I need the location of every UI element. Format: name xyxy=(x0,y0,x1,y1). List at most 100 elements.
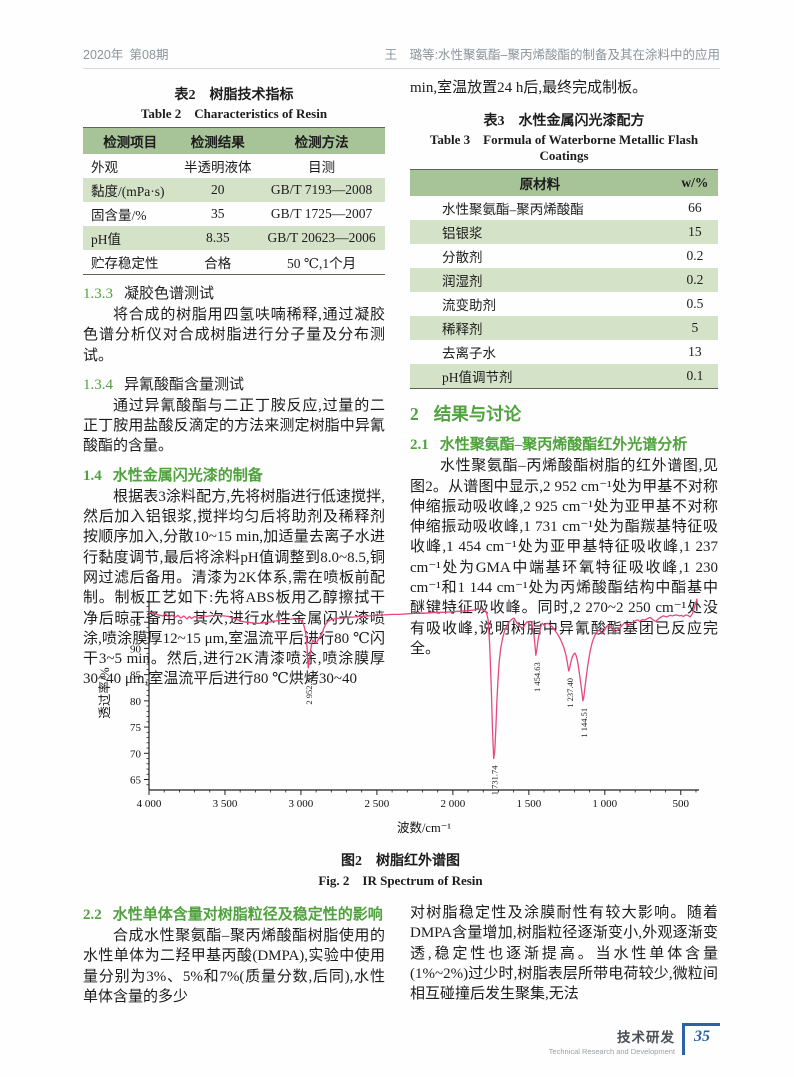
svg-text:95: 95 xyxy=(130,617,142,629)
table-header-cell: 检测项目 xyxy=(83,127,178,154)
table-row: 贮存稳定性 合格 50 ℃,1个月 xyxy=(83,250,385,275)
table-cell: 0.2 xyxy=(686,248,704,264)
table-resin-characteristics: 检测项目 检测结果 检测方法 外观 半透明液体 目测黏度/(mPa·s) 20 GB/T 7… xyxy=(83,127,385,275)
page-number-badge: 35 xyxy=(682,1023,720,1055)
table-header-cell: 检测结果 xyxy=(177,127,259,154)
table-cell: 13 xyxy=(688,344,702,360)
svg-text:80: 80 xyxy=(130,696,142,708)
svg-text:1 144.51: 1 144.51 xyxy=(578,708,588,738)
table-cell: 水性聚氨酯–聚丙烯酸酯 xyxy=(442,202,584,218)
table-cell: 0.1 xyxy=(686,368,704,384)
table-row: 黏度/(mPa·s) 20 GB/T 7193—2008 xyxy=(83,178,385,202)
right-column-bottom: 对树脂稳定性及涂膜耐性有较大影响。随着DMPA含量增加,树脂粒径逐渐变小,外观逐… xyxy=(410,903,718,1007)
table-cell: GB/T 1725—2007 xyxy=(270,206,373,221)
table-header-cell: 检测方法 xyxy=(258,127,385,154)
header-issue: 2020年 第08期 xyxy=(83,48,169,62)
table-cell: 半透明液体 xyxy=(184,160,252,175)
table2-caption-zh: 表2 树脂技术指标 xyxy=(174,88,294,103)
ir-spectrum-chart: 4 000 3 500 3 000 2 500 2 000 1 500 1 000 500 65… xyxy=(83,586,718,838)
table-row: 外观 半透明液体 目测 xyxy=(83,154,385,178)
svg-text:4 000: 4 000 xyxy=(136,798,161,810)
svg-text:500: 500 xyxy=(672,798,689,810)
header-running-title: 王 璐等:水性聚氨酯–聚丙烯酸酯的制备及其在涂料中的应用 xyxy=(384,48,720,62)
figure-2: 4 000 3 500 3 000 2 500 2 000 1 500 1 000 500 65… xyxy=(83,586,718,889)
table-cell: GB/T 7193—2008 xyxy=(270,182,373,197)
heading-text: 水性单体含量对树脂粒径及稳定性的影响 xyxy=(112,907,383,923)
table-cell: 66 xyxy=(688,200,702,216)
table-cell: 合格 xyxy=(204,256,232,271)
bottom-columns: 2.2 水性单体含量对树脂粒径及稳定性的影响 合成水性聚氨酯–聚丙烯酸酯树脂使用的… xyxy=(83,903,718,1007)
heading-2-1: 2.1 水性聚氨酯–聚丙烯酸酯红外光谱分析 xyxy=(410,433,718,454)
svg-text:1 237.40: 1 237.40 xyxy=(564,678,574,708)
table-cell: 去离子水 xyxy=(442,346,496,362)
heading-number: 2 xyxy=(410,404,419,425)
svg-text:1 000: 1 000 xyxy=(592,798,617,810)
table-row: 流变助剂 0.5 xyxy=(410,292,718,316)
table2-caption-en: Table 2 Characteristics of Resin xyxy=(140,106,328,121)
paragraph-gpc-test: 将合成的树脂用四氢呋喃稀释,通过凝胶色谱分析仪对合成树脂进行分子量及分布测试。 xyxy=(83,307,385,364)
table-flash-coating-formula: 原材料 w/% 水性聚氨酯–聚丙烯酸酯 66 铝银浆 15 分散剂 0.2 润湿剂 0.2 流变助… xyxy=(410,169,718,390)
table-cell: pH值 xyxy=(91,232,121,247)
table-cell: 分散剂 xyxy=(442,250,483,266)
table-cell: 20 xyxy=(211,182,225,197)
heading-text: 水性金属闪光漆的制备 xyxy=(112,467,263,484)
heading-text: 异氰酸酯含量测试 xyxy=(124,376,245,393)
svg-text:65: 65 xyxy=(130,775,142,787)
table-cell: 5 xyxy=(691,320,699,336)
table-header-cell: 原材料 xyxy=(410,169,672,197)
heading-1-4: 1.4 水性金属闪光漆的制备 xyxy=(83,464,385,485)
table-row: 去离子水 13 xyxy=(410,340,718,364)
table-cell: 稀释剂 xyxy=(442,322,483,338)
table-row: pH值调节剂 0.1 xyxy=(410,364,718,389)
footer-section-label: 技术研发 Technical Research and Development xyxy=(549,1023,675,1056)
table-cell: 0.2 xyxy=(686,272,704,288)
svg-text:透过率/%: 透过率/% xyxy=(97,667,112,718)
heading-number: 1.4 xyxy=(83,467,102,484)
table-cell: 8.35 xyxy=(205,230,230,245)
svg-text:1 731.74: 1 731.74 xyxy=(489,765,499,796)
svg-text:3 000: 3 000 xyxy=(288,798,313,810)
page-header: 2020年 第08期 王 璐等:水性聚氨酯–聚丙烯酸酯的制备及其在涂料中的应用 xyxy=(83,44,720,69)
table-header-row: 检测项目 检测结果 检测方法 xyxy=(83,127,385,154)
svg-text:3 500: 3 500 xyxy=(212,798,237,810)
table-header-cell: w/% xyxy=(671,169,718,197)
table-cell: 目测 xyxy=(308,160,336,175)
table-row: 铝银浆 15 xyxy=(410,220,718,245)
table-cell: 外观 xyxy=(91,160,118,175)
svg-text:1 454.63: 1 454.63 xyxy=(531,662,541,692)
paragraph-dmpa-right: 对树脂稳定性及涂膜耐性有较大影响。随着DMPA含量增加,树脂粒径逐渐变小,外观逐… xyxy=(410,905,718,1003)
table-cell: 50 ℃,1个月 xyxy=(287,256,357,271)
ir-spectrum-svg: 4 000 3 500 3 000 2 500 2 000 1 500 1 000 500 65… xyxy=(97,592,699,835)
svg-text:85: 85 xyxy=(130,670,142,682)
svg-text:2 000: 2 000 xyxy=(440,798,465,810)
table-row: 水性聚氨酯–聚丙烯酸酯 66 xyxy=(410,196,718,220)
heading-1-3-3: 1.3.3 凝胶色谱测试 xyxy=(83,282,385,303)
table-cell: 黏度/(mPa·s) xyxy=(91,184,165,199)
heading-1-3-4: 1.3.4 异氰酸酯含量测试 xyxy=(83,373,385,394)
left-column-bottom: 2.2 水性单体含量对树脂粒径及稳定性的影响 合成水性聚氨酯–聚丙烯酸酯树脂使用的… xyxy=(83,903,385,1007)
table-row: 固含量/% 35 GB/T 1725—2007 xyxy=(83,202,385,226)
heading-number: 1.3.4 xyxy=(83,376,113,393)
svg-text:波数/cm⁻¹: 波数/cm⁻¹ xyxy=(396,820,450,835)
paragraph-nco-test: 通过异氰酸酯与二正丁胺反应,过量的二正丁胺用盐酸反滴定的方法来测定树脂中异氰酸酯… xyxy=(83,397,385,455)
heading-text: 凝胶色谱测试 xyxy=(124,286,215,302)
left-column: 表2 树脂技术指标 Table 2 Characteristics of Res… xyxy=(83,78,385,690)
top-columns: 表2 树脂技术指标 Table 2 Characteristics of Res… xyxy=(83,78,718,690)
table-cell: 0.5 xyxy=(686,296,704,312)
table-row: 润湿剂 0.2 xyxy=(410,268,718,293)
table3-caption-zh: 表3 水性金属闪光漆配方 xyxy=(483,114,645,130)
paragraph-ir-analysis: 水性聚氨酯–丙烯酸酯树脂的红外谱图,见图2。从谱图中显示,2 952 cm⁻¹处… xyxy=(410,458,718,657)
svg-text:2 500: 2 500 xyxy=(364,798,389,810)
svg-text:70: 70 xyxy=(130,748,142,760)
heading-2-2: 2.2 水性单体含量对树脂粒径及稳定性的影响 xyxy=(83,903,385,924)
table-row: pH值 8.35 GB/T 20623—2006 xyxy=(83,226,385,250)
page-footer: 技术研发 Technical Research and Development … xyxy=(549,1023,720,1056)
table-cell: 流变助剂 xyxy=(442,298,496,314)
table3-caption-en: Table 3 Formula of Waterborne Metallic F… xyxy=(429,132,699,164)
table-cell: 铝银浆 xyxy=(442,226,483,242)
table-cell: pH值调节剂 xyxy=(442,370,513,386)
table-cell: 固含量/% xyxy=(91,208,147,223)
heading-2: 2 结果与讨论 xyxy=(410,401,718,426)
table-row: 分散剂 0.2 xyxy=(410,244,718,268)
table-cell: 35 xyxy=(211,206,225,221)
